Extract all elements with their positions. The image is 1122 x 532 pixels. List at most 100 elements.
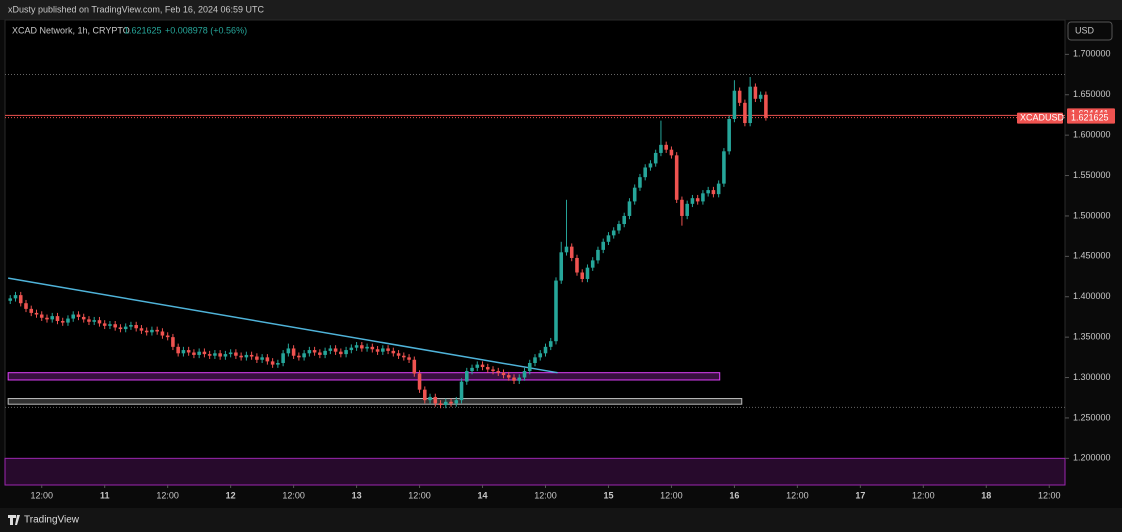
candle-body bbox=[186, 350, 191, 353]
x-tick-label: 18 bbox=[981, 490, 991, 500]
zone bbox=[4, 457, 1066, 486]
candle-body bbox=[433, 396, 438, 404]
candle-body bbox=[276, 362, 280, 365]
x-tick-label: 12:00 bbox=[408, 490, 431, 500]
legend-price: 1.621625 bbox=[124, 25, 162, 35]
candle-body bbox=[685, 203, 689, 216]
candle-body bbox=[123, 326, 128, 330]
candle-body bbox=[165, 335, 170, 338]
x-tick-label: 13 bbox=[352, 490, 362, 500]
candle-body bbox=[564, 246, 569, 253]
candle-body bbox=[711, 190, 716, 195]
candle-body bbox=[118, 327, 123, 330]
candle-body bbox=[81, 316, 86, 320]
candle-body bbox=[197, 351, 201, 355]
candle-body bbox=[312, 350, 317, 353]
currency-box bbox=[1067, 21, 1113, 41]
candle-body bbox=[255, 356, 259, 360]
x-tick-label: 12:00 bbox=[912, 490, 935, 500]
candle-body bbox=[129, 325, 133, 327]
candle-body bbox=[302, 353, 306, 358]
candle-body bbox=[270, 361, 275, 365]
candle-body bbox=[491, 369, 495, 372]
y-tick-label: 1.350000 bbox=[1073, 332, 1111, 342]
candle-body bbox=[323, 350, 327, 355]
y-tick-label: 1.200000 bbox=[1073, 453, 1111, 463]
y-tick-label: 1.700000 bbox=[1073, 49, 1111, 59]
candle-body bbox=[139, 328, 144, 331]
candle-body bbox=[381, 348, 385, 352]
candle-body bbox=[45, 317, 49, 320]
zone bbox=[7, 372, 721, 381]
candle-body bbox=[444, 401, 448, 406]
candle-body bbox=[386, 348, 390, 351]
candle-body bbox=[701, 193, 705, 202]
candle-body bbox=[50, 316, 55, 320]
candle-body bbox=[480, 364, 485, 368]
candle-body bbox=[39, 314, 44, 318]
candle-body bbox=[627, 201, 632, 216]
candle-body bbox=[354, 345, 359, 348]
candle-body bbox=[680, 199, 684, 216]
candle-body bbox=[76, 314, 81, 317]
candle-body bbox=[548, 341, 553, 347]
candle-body bbox=[396, 353, 401, 356]
x-tick-label: 12:00 bbox=[786, 490, 809, 500]
candle-body bbox=[695, 198, 700, 202]
candle-body bbox=[375, 349, 380, 352]
candle-body bbox=[333, 348, 338, 352]
candle-body bbox=[559, 252, 564, 281]
logo bbox=[8, 515, 20, 525]
candle-body bbox=[60, 320, 65, 323]
candle-body bbox=[150, 329, 154, 333]
candle-body bbox=[71, 314, 76, 319]
x-tick-label: 12:00 bbox=[156, 490, 179, 500]
candle-body bbox=[234, 352, 238, 356]
symbol: XCAD Network, 1h, CRYPTO bbox=[12, 25, 130, 35]
candle-body bbox=[29, 308, 34, 313]
candle-body bbox=[554, 280, 558, 342]
candle-body bbox=[575, 257, 579, 273]
candle-body bbox=[743, 102, 747, 124]
candle-body bbox=[580, 272, 585, 279]
candle-body bbox=[171, 337, 175, 347]
candle-body bbox=[55, 316, 60, 321]
y-tick-label: 1.600000 bbox=[1073, 130, 1111, 140]
candle-body bbox=[207, 354, 212, 356]
candle-body bbox=[638, 177, 642, 188]
candle-body bbox=[727, 118, 731, 152]
y-tick-label: 1.400000 bbox=[1073, 291, 1111, 301]
footer-bar bbox=[0, 508, 1122, 532]
candle-body bbox=[34, 312, 39, 315]
candle-body bbox=[402, 355, 406, 358]
candle-body bbox=[218, 353, 222, 357]
candle-body bbox=[470, 367, 474, 372]
candle-body bbox=[585, 267, 590, 279]
candle-body bbox=[365, 346, 369, 349]
x-tick-label: 12:00 bbox=[660, 490, 683, 500]
x-tick-label: 12:00 bbox=[1038, 490, 1061, 500]
header-text: xDusty published on TradingView.com, Feb… bbox=[8, 4, 264, 14]
candle-body bbox=[87, 319, 91, 322]
candle-body bbox=[160, 331, 165, 336]
candle-body bbox=[24, 303, 28, 309]
candle-body bbox=[134, 325, 138, 329]
candle-body bbox=[328, 348, 333, 351]
candle-body bbox=[596, 249, 600, 261]
candle-body bbox=[244, 354, 249, 358]
candle-body bbox=[281, 353, 285, 363]
candle-body bbox=[643, 167, 647, 178]
y-tick-label: 1.450000 bbox=[1073, 251, 1111, 261]
candle-body bbox=[391, 350, 396, 354]
candle-body bbox=[213, 353, 217, 356]
candle-body bbox=[459, 381, 464, 401]
candle-body bbox=[449, 401, 453, 404]
candle-body bbox=[239, 355, 243, 358]
candle-body bbox=[475, 364, 480, 368]
candle-body bbox=[412, 359, 417, 374]
candle-body bbox=[291, 348, 296, 356]
candle-body bbox=[464, 371, 469, 382]
candle-body bbox=[569, 246, 574, 258]
